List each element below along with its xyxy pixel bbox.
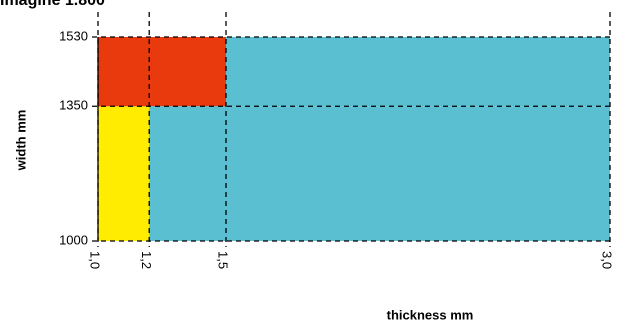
y-axis-label: width mm (13, 110, 28, 172)
x-tick-label: 3,0 (600, 251, 615, 269)
x-tick-label: 1,5 (216, 251, 231, 269)
region (149, 106, 610, 241)
y-tick-label: 1530 (59, 28, 88, 43)
x-axis-label: thickness mm (387, 307, 474, 322)
chart-title: Imagine 1.800 (0, 0, 105, 9)
region (98, 37, 226, 107)
region (226, 37, 610, 107)
y-tick-label: 1000 (59, 232, 88, 247)
y-tick-label: 1350 (59, 98, 88, 113)
x-tick-label: 1,0 (88, 251, 103, 269)
x-tick-label: 1,2 (139, 251, 154, 269)
region (98, 106, 150, 241)
